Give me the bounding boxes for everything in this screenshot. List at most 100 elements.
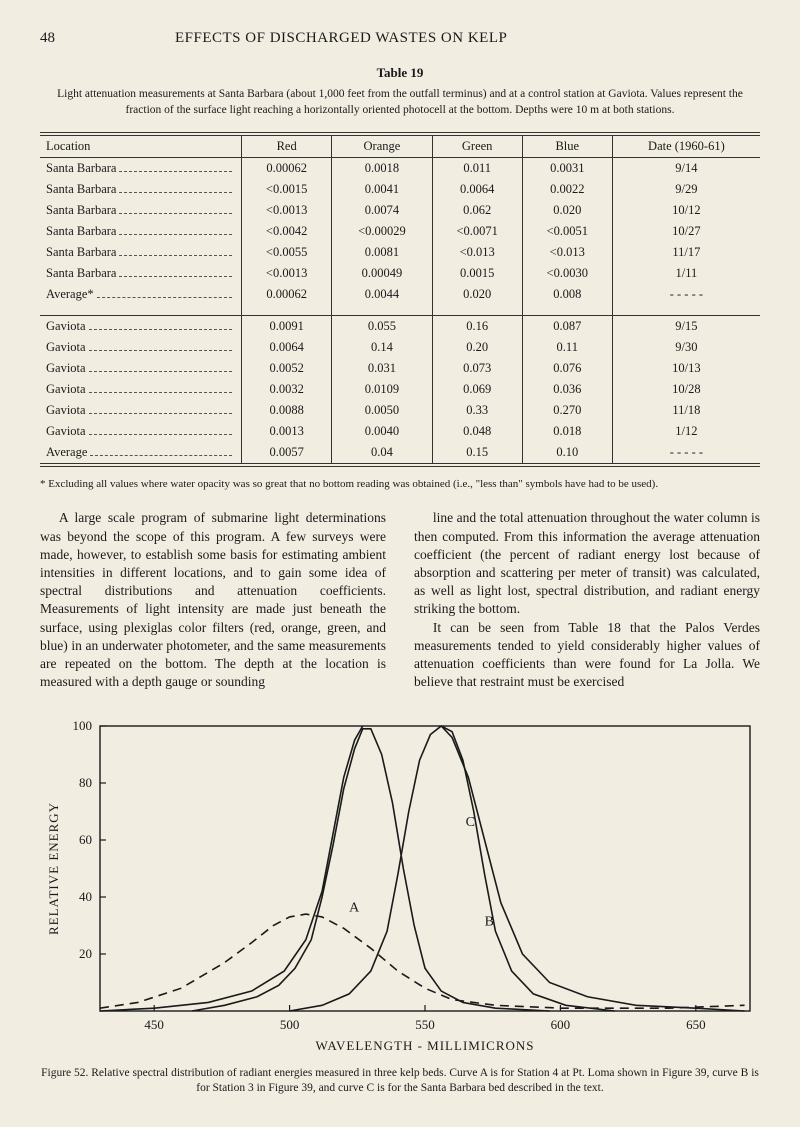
table-row: Gaviota0.00520.0310.0730.07610/13 xyxy=(40,358,760,379)
table-cell: <0.00029 xyxy=(332,221,432,242)
table-cell: 0.10 xyxy=(522,442,612,463)
svg-text:40: 40 xyxy=(79,889,92,904)
table-header-cell: Green xyxy=(432,136,522,158)
table-cell: 11/17 xyxy=(612,242,760,263)
table-cell: 0.0074 xyxy=(332,200,432,221)
table-row: Average0.00570.040.150.10- - - - - xyxy=(40,442,760,463)
table-cell: 0.33 xyxy=(432,400,522,421)
chart: 20406080100450500550600650RELATIVE ENERG… xyxy=(40,716,760,1056)
table-cell: 0.020 xyxy=(522,200,612,221)
table-cell: 0.0109 xyxy=(332,379,432,400)
page-number: 48 xyxy=(40,30,55,47)
svg-text:600: 600 xyxy=(551,1017,571,1032)
table-cell: 0.0022 xyxy=(522,179,612,200)
svg-text:80: 80 xyxy=(79,775,92,790)
table-cell: 9/15 xyxy=(612,316,760,338)
table-cell: <0.013 xyxy=(432,242,522,263)
table-cell: 0.0013 xyxy=(242,421,332,442)
table-cell: 0.0064 xyxy=(432,179,522,200)
table-cell: Santa Barbara xyxy=(40,179,242,200)
table-cell: 0.270 xyxy=(522,400,612,421)
table-cell: 0.00062 xyxy=(242,284,332,305)
svg-text:WAVELENGTH - MILLIMICRONS: WAVELENGTH - MILLIMICRONS xyxy=(315,1038,534,1053)
table-cell: 10/13 xyxy=(612,358,760,379)
svg-text:450: 450 xyxy=(144,1017,164,1032)
table-cell: 0.20 xyxy=(432,337,522,358)
body-p3: It can be seen from Table 18 that the Pa… xyxy=(414,619,760,692)
table-cell: Average* xyxy=(40,284,242,305)
table-cell: 0.0081 xyxy=(332,242,432,263)
table-header-cell: Date (1960-61) xyxy=(612,136,760,158)
table-cell: 11/18 xyxy=(612,400,760,421)
table-cell: 0.020 xyxy=(432,284,522,305)
table-cell: Santa Barbara xyxy=(40,221,242,242)
svg-text:20: 20 xyxy=(79,946,92,961)
table-row: Average*0.000620.00440.0200.008- - - - - xyxy=(40,284,760,305)
page-header: 48 EFFECTS OF DISCHARGED WASTES ON KELP xyxy=(40,30,760,47)
table-cell: 0.16 xyxy=(432,316,522,338)
table-cell: <0.0042 xyxy=(242,221,332,242)
table-row: Santa Barbara<0.00150.00410.00640.00229/… xyxy=(40,179,760,200)
table-cell: 0.031 xyxy=(332,358,432,379)
table-cell: 0.0015 xyxy=(432,263,522,284)
body-p1: A large scale program of submarine light… xyxy=(40,509,386,691)
table-row: Santa Barbara<0.00130.000490.0015<0.0030… xyxy=(40,263,760,284)
table-number: Table 19 xyxy=(40,65,760,81)
svg-text:500: 500 xyxy=(280,1017,300,1032)
body-text: A large scale program of submarine light… xyxy=(40,509,760,691)
table-cell: Gaviota xyxy=(40,400,242,421)
table-cell: <0.0071 xyxy=(432,221,522,242)
table-cell: 0.055 xyxy=(332,316,432,338)
table-cell: <0.0055 xyxy=(242,242,332,263)
table-cell: Santa Barbara xyxy=(40,158,242,180)
table-cell: 10/27 xyxy=(612,221,760,242)
chart-svg: 20406080100450500550600650RELATIVE ENERG… xyxy=(40,716,760,1056)
table-cell: 9/29 xyxy=(612,179,760,200)
table-cell: Gaviota xyxy=(40,379,242,400)
data-table: LocationRedOrangeGreenBlueDate (1960-61)… xyxy=(40,136,760,463)
table-cell: 0.062 xyxy=(432,200,522,221)
body-p2: line and the total attenuation throughou… xyxy=(414,509,760,618)
table-cell: 0.14 xyxy=(332,337,432,358)
table-cell: - - - - - xyxy=(612,442,760,463)
table-cell: 0.0057 xyxy=(242,442,332,463)
table-cell: <0.0030 xyxy=(522,263,612,284)
table-row: Gaviota0.00130.00400.0480.0181/12 xyxy=(40,421,760,442)
table-cell: Santa Barbara xyxy=(40,242,242,263)
table-cell: Average xyxy=(40,442,242,463)
table-row: Santa Barbara<0.00130.00740.0620.02010/1… xyxy=(40,200,760,221)
page-title: EFFECTS OF DISCHARGED WASTES ON KELP xyxy=(175,30,507,47)
table-cell: 0.011 xyxy=(432,158,522,180)
svg-text:C: C xyxy=(466,814,475,829)
table-cell: 1/11 xyxy=(612,263,760,284)
table-cell: - - - - - xyxy=(612,284,760,305)
table-row: Santa Barbara0.000620.00180.0110.00319/1… xyxy=(40,158,760,180)
table-cell: Gaviota xyxy=(40,316,242,338)
table-row: Gaviota0.00880.00500.330.27011/18 xyxy=(40,400,760,421)
table-cell: 0.048 xyxy=(432,421,522,442)
table-cell: 0.0044 xyxy=(332,284,432,305)
table-cell: 9/30 xyxy=(612,337,760,358)
table-cell: 0.0041 xyxy=(332,179,432,200)
svg-text:A: A xyxy=(349,900,360,915)
table-header-cell: Orange xyxy=(332,136,432,158)
table-cell: 0.076 xyxy=(522,358,612,379)
table-cell: 0.0018 xyxy=(332,158,432,180)
table-cell: 0.0040 xyxy=(332,421,432,442)
table-cell: 0.036 xyxy=(522,379,612,400)
table-cell: 0.15 xyxy=(432,442,522,463)
table-row: Gaviota0.00910.0550.160.0879/15 xyxy=(40,316,760,338)
table-cell: 0.018 xyxy=(522,421,612,442)
table-cell: 0.0050 xyxy=(332,400,432,421)
table-cell: Gaviota xyxy=(40,358,242,379)
table-cell: <0.0013 xyxy=(242,200,332,221)
svg-text:550: 550 xyxy=(415,1017,435,1032)
table-cell: Santa Barbara xyxy=(40,263,242,284)
table-cell: 9/14 xyxy=(612,158,760,180)
table-cell: 0.0052 xyxy=(242,358,332,379)
table-caption: Light attenuation measurements at Santa … xyxy=(50,87,750,118)
svg-text:100: 100 xyxy=(73,718,93,733)
table-footnote: * Excluding all values where water opaci… xyxy=(40,477,760,491)
table-cell: 0.04 xyxy=(332,442,432,463)
table-cell: Gaviota xyxy=(40,337,242,358)
